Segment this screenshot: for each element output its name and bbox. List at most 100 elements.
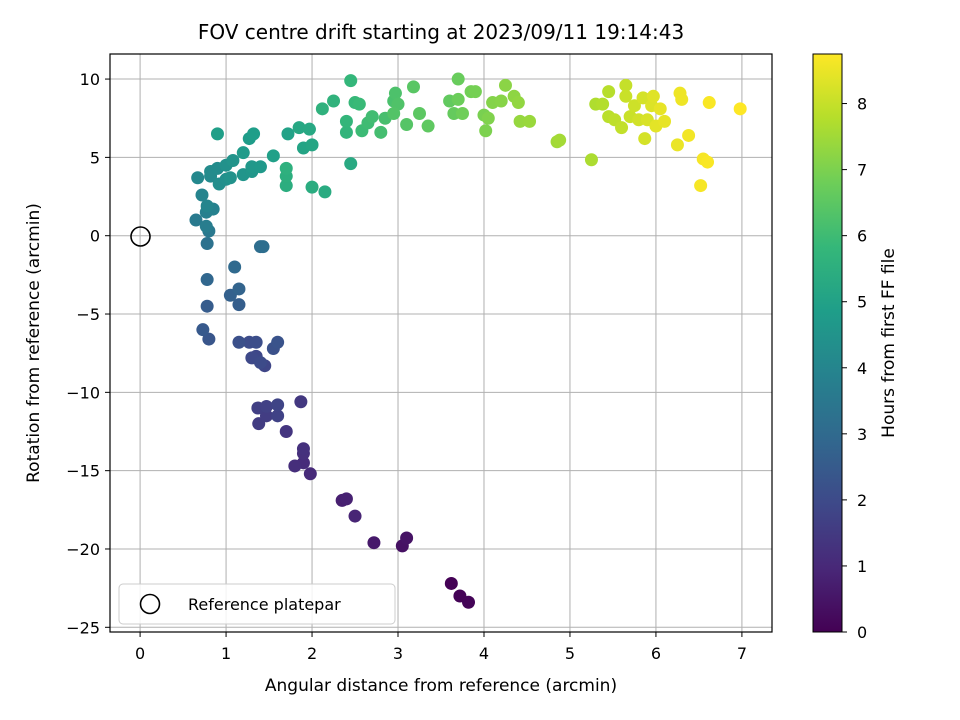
data-point [553,133,567,147]
data-point [292,121,306,135]
y-tick-label: 5 [90,148,100,167]
data-point [196,323,210,337]
data-point [296,442,310,456]
data-point [259,399,273,413]
data-point [249,335,263,349]
data-point [226,154,240,168]
data-point [236,146,250,160]
data-point [468,85,482,99]
data-point [339,114,353,128]
data-point [658,114,672,128]
data-point [302,122,316,136]
data-point [367,536,381,550]
data-point [702,96,716,110]
x-tick-label: 3 [393,644,403,663]
scatter-points [189,72,747,609]
colorbar-tick-label: 3 [857,425,867,444]
plot-frame [109,53,773,633]
data-point [494,94,508,108]
data-point [200,237,214,251]
y-tick-label: 10 [80,70,100,89]
data-point [374,125,388,139]
data-point [232,282,246,296]
data-point [266,149,280,163]
data-point [232,335,246,349]
y-tick-label: −25 [66,618,100,637]
data-point [288,459,302,473]
data-point [259,409,273,423]
data-point [315,102,329,116]
data-point [223,171,237,185]
data-point [348,509,362,523]
colorbar-axis: 0 1 2 3 4 5 6 7 8 [842,95,867,642]
data-point [352,97,366,111]
x-tick-label: 4 [479,644,489,663]
colorbar-tick-label: 4 [857,359,867,378]
data-point [596,97,610,111]
data-point [200,273,214,287]
data-point [513,114,527,128]
data-point [455,107,469,121]
data-point [400,531,414,545]
y-tick-label: −20 [66,540,100,559]
data-point [733,102,747,116]
data-point [646,89,660,103]
data-point [344,157,358,171]
data-point [627,99,641,113]
y-tick-label: −10 [66,383,100,402]
data-point [451,92,465,106]
data-point [511,96,525,110]
x-axis-label: Angular distance from reference (arcmin) [265,676,617,696]
colorbar-tick-label: 0 [857,623,867,642]
data-point [294,395,308,409]
data-point [498,78,512,92]
data-point [638,132,652,146]
y-tick-label: 0 [90,227,100,246]
x-axis: 0 1 2 3 4 5 6 7 [135,632,747,663]
x-tick-label: 7 [737,644,747,663]
data-point [305,180,319,194]
colorbar-label: Hours from first FF file [879,248,899,438]
data-point [253,160,267,174]
data-point [279,179,293,193]
data-point [444,576,458,590]
data-point [200,299,214,313]
data-point [279,425,293,439]
data-point [670,138,684,152]
data-point [451,72,465,86]
data-point [481,111,495,125]
y-axis: −25 −20 −15 −10 −5 0 5 10 [66,70,110,637]
data-point [701,155,715,169]
data-point [653,102,667,116]
data-point [271,409,285,423]
colorbar-tick-label: 6 [857,227,867,246]
data-point [365,110,379,124]
grid-lines [110,54,772,632]
y-tick-label: −15 [66,462,100,481]
colorbar-tick-label: 2 [857,491,867,510]
data-point [602,85,616,99]
x-tick-label: 5 [565,644,575,663]
colorbar-tick-label: 7 [857,161,867,180]
data-point [675,92,689,106]
data-point [421,119,435,133]
data-point [202,332,216,346]
data-point [281,127,295,141]
data-point [189,213,203,227]
data-point [413,107,427,121]
data-point [400,117,414,131]
data-point [200,199,214,213]
data-point [271,335,285,349]
data-point [387,107,401,121]
colorbar [812,53,843,633]
data-point [406,80,420,94]
data-point [339,492,353,506]
reference-platepar-marker [130,226,151,247]
data-point [479,124,493,138]
x-tick-label: 6 [651,644,661,663]
data-point [682,128,696,142]
data-point [339,125,353,139]
data-point [247,127,261,141]
data-point [615,121,629,135]
colorbar-tick-label: 5 [857,293,867,312]
